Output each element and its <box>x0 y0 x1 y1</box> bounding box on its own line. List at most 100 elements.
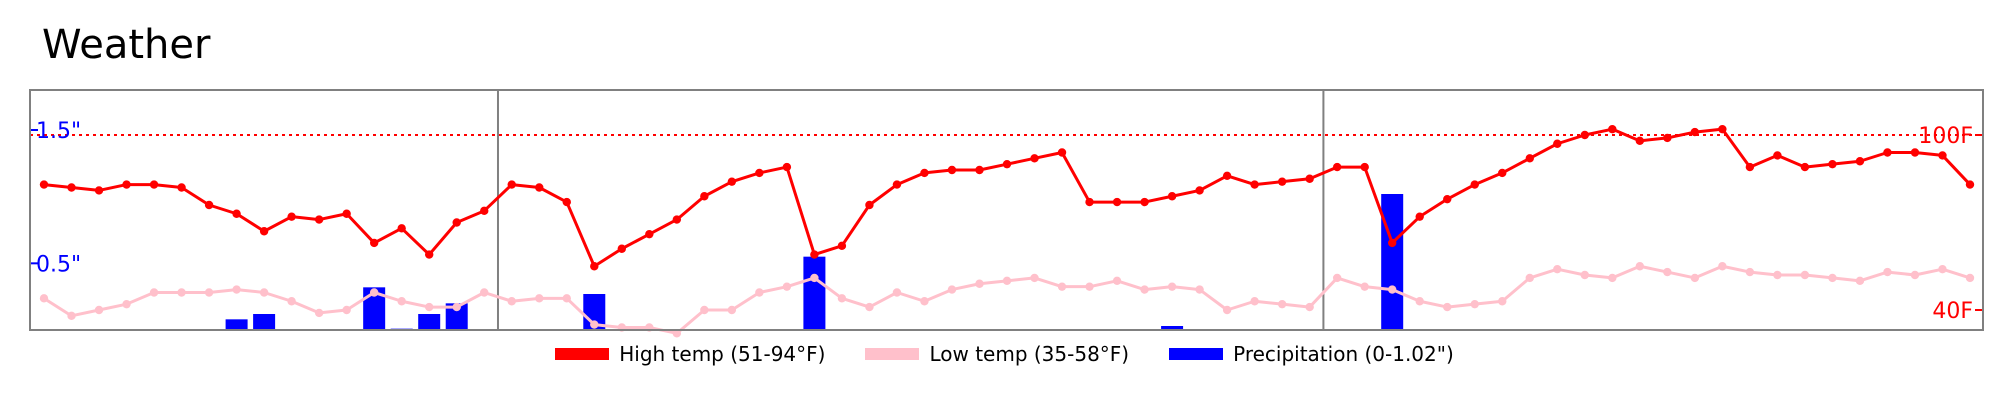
legend-label-high: High temp (51-94°F) <box>619 342 826 366</box>
high-temp-point-35 <box>1002 159 1012 169</box>
low-temp-point-29 <box>837 294 847 303</box>
low-temp-point-64 <box>1800 270 1810 280</box>
low-temp-point-9 <box>287 297 296 306</box>
low-temp-point-58 <box>1635 262 1645 271</box>
legend: High temp (51-94°F) Low temp (35-58°F) P… <box>0 342 2009 366</box>
low-temp-point-3 <box>122 299 131 309</box>
high-temp-point-64 <box>1800 162 1810 172</box>
low-temp-point-69 <box>1938 264 1947 274</box>
low-temp-point-12 <box>369 288 379 297</box>
low-temp-point-15 <box>452 302 461 312</box>
high-temp-point-59 <box>1663 133 1672 143</box>
low-temp-point-55 <box>1553 264 1562 274</box>
high-temp-point-65 <box>1828 159 1837 169</box>
high-temp-point-14 <box>425 250 434 259</box>
precip-bar-49 <box>1381 194 1404 330</box>
low-temp-point-4 <box>149 288 159 297</box>
legend-item-high: High temp (51-94°F) <box>555 342 825 366</box>
low-temp-point-41 <box>1167 282 1177 291</box>
high-temp-point-22 <box>645 229 654 239</box>
low-temp-point-39 <box>1112 276 1122 286</box>
high-temp-point-16 <box>480 206 489 216</box>
low-temp-point-14 <box>425 302 434 312</box>
high-temp-point-11 <box>342 209 351 218</box>
high-temp-point-53 <box>1498 168 1507 178</box>
high-temp-point-15 <box>452 218 461 227</box>
low-temp-point-70 <box>1965 273 1975 283</box>
low-temp-point-46 <box>1305 302 1314 312</box>
high-temp-point-62 <box>1745 162 1755 172</box>
low-temp-point-25 <box>727 305 737 315</box>
low-temp-point-19 <box>562 294 571 303</box>
low-temp-point-33 <box>947 285 957 294</box>
high-temp-point-49 <box>1388 238 1397 248</box>
low-temp-point-67 <box>1883 267 1892 277</box>
low-temp-point-59 <box>1663 267 1672 277</box>
precip-bar-8 <box>253 314 276 330</box>
high-temp-point-26 <box>755 168 764 178</box>
chart-title: Weather <box>42 22 211 68</box>
low-temp-point-16 <box>480 288 489 297</box>
high-temp-point-58 <box>1635 136 1645 146</box>
low-temp-point-37 <box>1057 282 1067 291</box>
period-dividers <box>496 90 1325 330</box>
low-temp-point-36 <box>1030 273 1039 283</box>
low-temp-point-60 <box>1690 273 1700 283</box>
high-temp-point-17 <box>507 180 516 189</box>
low-temp-point-47 <box>1332 273 1342 283</box>
low-temp-point-18 <box>535 294 544 303</box>
low-temp-point-23 <box>672 329 682 338</box>
high-temp-point-40 <box>1140 197 1149 207</box>
legend-swatch-high <box>555 348 610 360</box>
precip-bar-41 <box>1161 326 1184 330</box>
high-temp-point-20 <box>590 262 599 271</box>
legend-label-low: Low temp (35-58°F) <box>929 342 1130 366</box>
high-temp-point-9 <box>287 212 296 221</box>
high-temp-point-57 <box>1608 124 1617 134</box>
low-temp-point-6 <box>204 288 214 297</box>
low-temp-point-38 <box>1085 282 1094 291</box>
low-temp-point-68 <box>1910 270 1920 280</box>
low-temp-point-40 <box>1140 285 1149 294</box>
low-temp-point-65 <box>1828 273 1837 283</box>
low-temp-point-26 <box>755 288 764 297</box>
high-temp-point-12 <box>369 238 379 248</box>
low-temp-point-63 <box>1773 270 1782 280</box>
low-temp-point-27 <box>782 282 792 291</box>
high-temp-point-70 <box>1965 180 1975 189</box>
high-temp-point-13 <box>397 224 406 233</box>
high-temp-point-23 <box>672 215 682 224</box>
high-temp-series <box>39 124 1975 271</box>
low-temp-point-8 <box>259 288 269 297</box>
precip-bar-14 <box>418 314 441 330</box>
low-temp-point-54 <box>1525 273 1534 283</box>
low-temp-point-32 <box>920 297 929 306</box>
high-temp-point-46 <box>1305 174 1314 183</box>
low-temp-point-35 <box>1002 276 1012 286</box>
low-temp-point-48 <box>1360 282 1369 291</box>
high-temp-point-24 <box>700 192 709 201</box>
low-temp-point-24 <box>700 305 709 315</box>
temp-tick-label-1: 40F <box>1932 299 1973 324</box>
low-temp-point-62 <box>1745 267 1755 277</box>
high-temp-point-51 <box>1443 194 1452 204</box>
low-temp-point-66 <box>1855 276 1865 286</box>
high-temp-point-61 <box>1718 124 1727 134</box>
low-temp-point-7 <box>232 285 241 294</box>
precip-bar-15 <box>445 303 468 330</box>
high-temp-point-1 <box>67 183 76 192</box>
low-temp-point-2 <box>94 305 104 315</box>
high-temp-point-4 <box>149 180 159 189</box>
high-temp-point-45 <box>1277 177 1287 186</box>
precip-bar-7 <box>225 319 248 330</box>
high-temp-point-56 <box>1580 130 1590 140</box>
high-temp-point-0 <box>39 180 49 189</box>
legend-item-precip: Precipitation (0-1.02") <box>1169 342 1454 366</box>
low-temp-point-17 <box>507 297 516 306</box>
low-temp-point-45 <box>1277 299 1287 309</box>
low-temp-point-1 <box>67 311 76 321</box>
high-temp-point-29 <box>837 241 847 251</box>
high-temp-point-52 <box>1470 180 1479 189</box>
high-temp-point-50 <box>1415 212 1424 221</box>
high-temp-point-6 <box>204 200 214 210</box>
